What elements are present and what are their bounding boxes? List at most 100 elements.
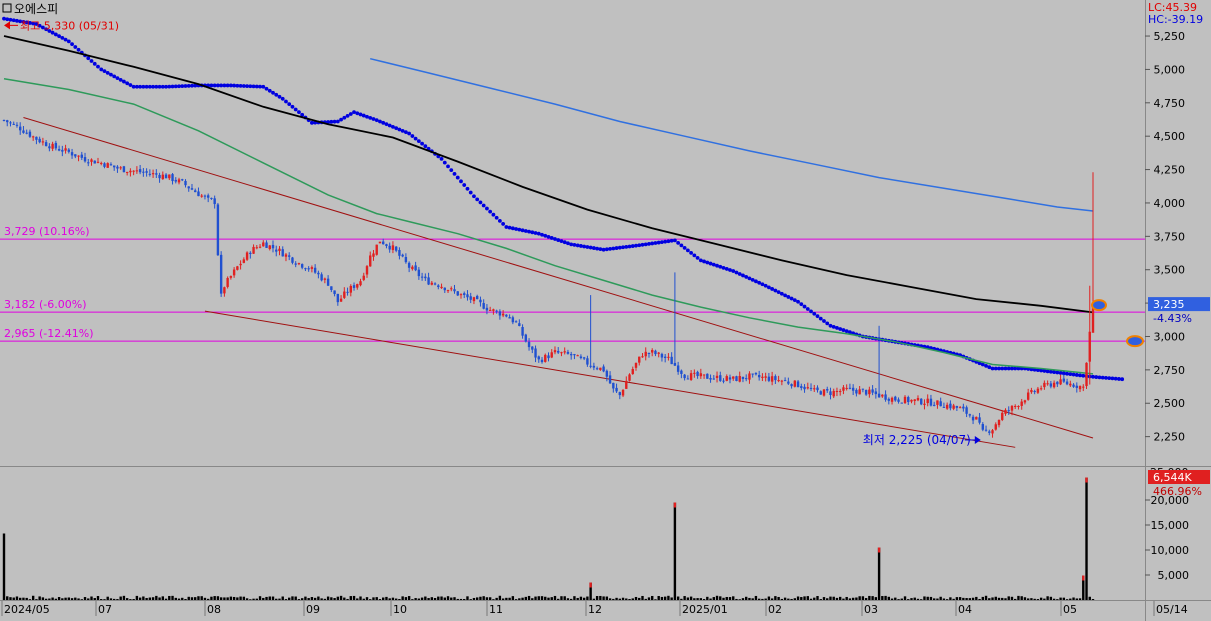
volume-bar	[74, 597, 77, 600]
checkbox-icon[interactable]	[2, 3, 12, 13]
candle-body	[411, 266, 414, 270]
ma-short-dot	[102, 69, 107, 74]
volume-bar	[712, 597, 715, 600]
candle-body	[116, 166, 119, 169]
volume-bar	[443, 597, 446, 600]
volume-bar	[1030, 598, 1033, 600]
volume-bar	[524, 596, 528, 600]
volume-bar	[984, 595, 988, 600]
volume-bar	[200, 596, 203, 600]
price-tick-label: 4,750	[1154, 97, 1186, 110]
candle-body	[129, 170, 132, 173]
ma-short-dot	[763, 283, 768, 288]
candle-body	[132, 170, 135, 172]
volume-bar	[628, 599, 631, 600]
candle-body	[1065, 381, 1069, 385]
ma-short-dot	[514, 227, 518, 231]
ma-short-dot	[193, 83, 198, 88]
candle-body	[453, 289, 456, 292]
candle-body	[621, 389, 625, 396]
volume-bar	[336, 596, 340, 600]
candle-body	[265, 242, 268, 248]
volume-bar	[90, 596, 93, 600]
volume-bar	[459, 598, 463, 600]
candle-body	[25, 132, 28, 134]
candle-body	[579, 356, 583, 359]
ma-short-dot	[497, 218, 502, 223]
volume-bar	[595, 596, 599, 600]
ma-short-dot	[118, 77, 123, 82]
volume-bar	[641, 595, 644, 600]
date-label: 12	[588, 603, 602, 616]
ma-short-dot	[361, 113, 366, 118]
ma-short-dot	[225, 83, 230, 88]
candle-body	[848, 387, 852, 389]
candle-body	[939, 401, 942, 407]
volume-bar	[829, 596, 832, 600]
volume-bar	[346, 598, 349, 600]
candle-body	[816, 387, 819, 391]
volume-bar	[206, 598, 210, 600]
volume-bar	[288, 597, 291, 600]
volume-bar	[171, 595, 174, 600]
volume-bar	[800, 597, 803, 600]
horizontal-lines: 3,729 (10.16%) 3,182 (-6.00%) 2,965 (-12.4…	[0, 225, 1145, 342]
candle-body	[106, 163, 109, 168]
ma-short-dot	[63, 37, 68, 42]
ma-short-dot	[533, 231, 538, 235]
ma-short-dot	[381, 120, 386, 125]
ma-short-dot	[60, 36, 65, 40]
volume-bar	[667, 595, 670, 600]
ma-short-dot	[290, 104, 295, 109]
ma-short-dot	[666, 239, 671, 244]
candle-body	[112, 165, 116, 168]
candle-body	[245, 252, 249, 260]
candle-body	[424, 276, 427, 279]
candle-body	[492, 309, 495, 311]
volume-bar	[1049, 596, 1053, 600]
candle-body	[858, 389, 861, 395]
candle-body	[203, 195, 207, 197]
volume-bar	[508, 597, 511, 600]
ma-short-dot	[44, 27, 49, 32]
ma-short-dot	[1097, 375, 1102, 380]
volume-bar	[300, 598, 304, 600]
ma-short-dot	[413, 136, 418, 141]
ma-short-dot	[1006, 366, 1011, 371]
ma-short-dot	[588, 245, 593, 250]
volume-bar	[722, 597, 725, 600]
volume-bar	[151, 597, 155, 600]
candle-body	[1030, 390, 1033, 393]
ma-short-dot	[271, 90, 275, 95]
candle-body	[505, 314, 508, 317]
volume-bar	[83, 597, 87, 600]
ma-short-dot	[31, 21, 36, 26]
candle-body	[696, 371, 699, 377]
volume-bars	[2, 477, 1095, 600]
candle-body	[881, 394, 884, 397]
candle-body	[271, 244, 275, 249]
candle-body	[923, 403, 926, 405]
volume-bar	[832, 596, 835, 600]
candle-body	[430, 282, 434, 285]
volume-bar	[618, 598, 622, 600]
candle-body	[670, 356, 673, 365]
candle-body	[404, 256, 408, 263]
volume-bar	[135, 595, 139, 600]
volume-bar	[511, 596, 515, 600]
candle-body	[971, 416, 975, 421]
ma-short-dot	[446, 164, 450, 169]
volume-bar	[242, 596, 246, 600]
candle-body	[219, 254, 223, 294]
ma-short-dot	[702, 259, 706, 264]
volume-bar	[365, 597, 369, 600]
ma-short-dot	[345, 113, 350, 118]
candle-body	[932, 404, 936, 406]
ma-short-dot	[173, 84, 178, 89]
ma-short-dot	[685, 248, 690, 253]
ma-short-dot	[128, 83, 133, 87]
volume-bar	[514, 599, 518, 600]
volume-bar	[424, 596, 427, 600]
volume-bar	[48, 598, 51, 600]
